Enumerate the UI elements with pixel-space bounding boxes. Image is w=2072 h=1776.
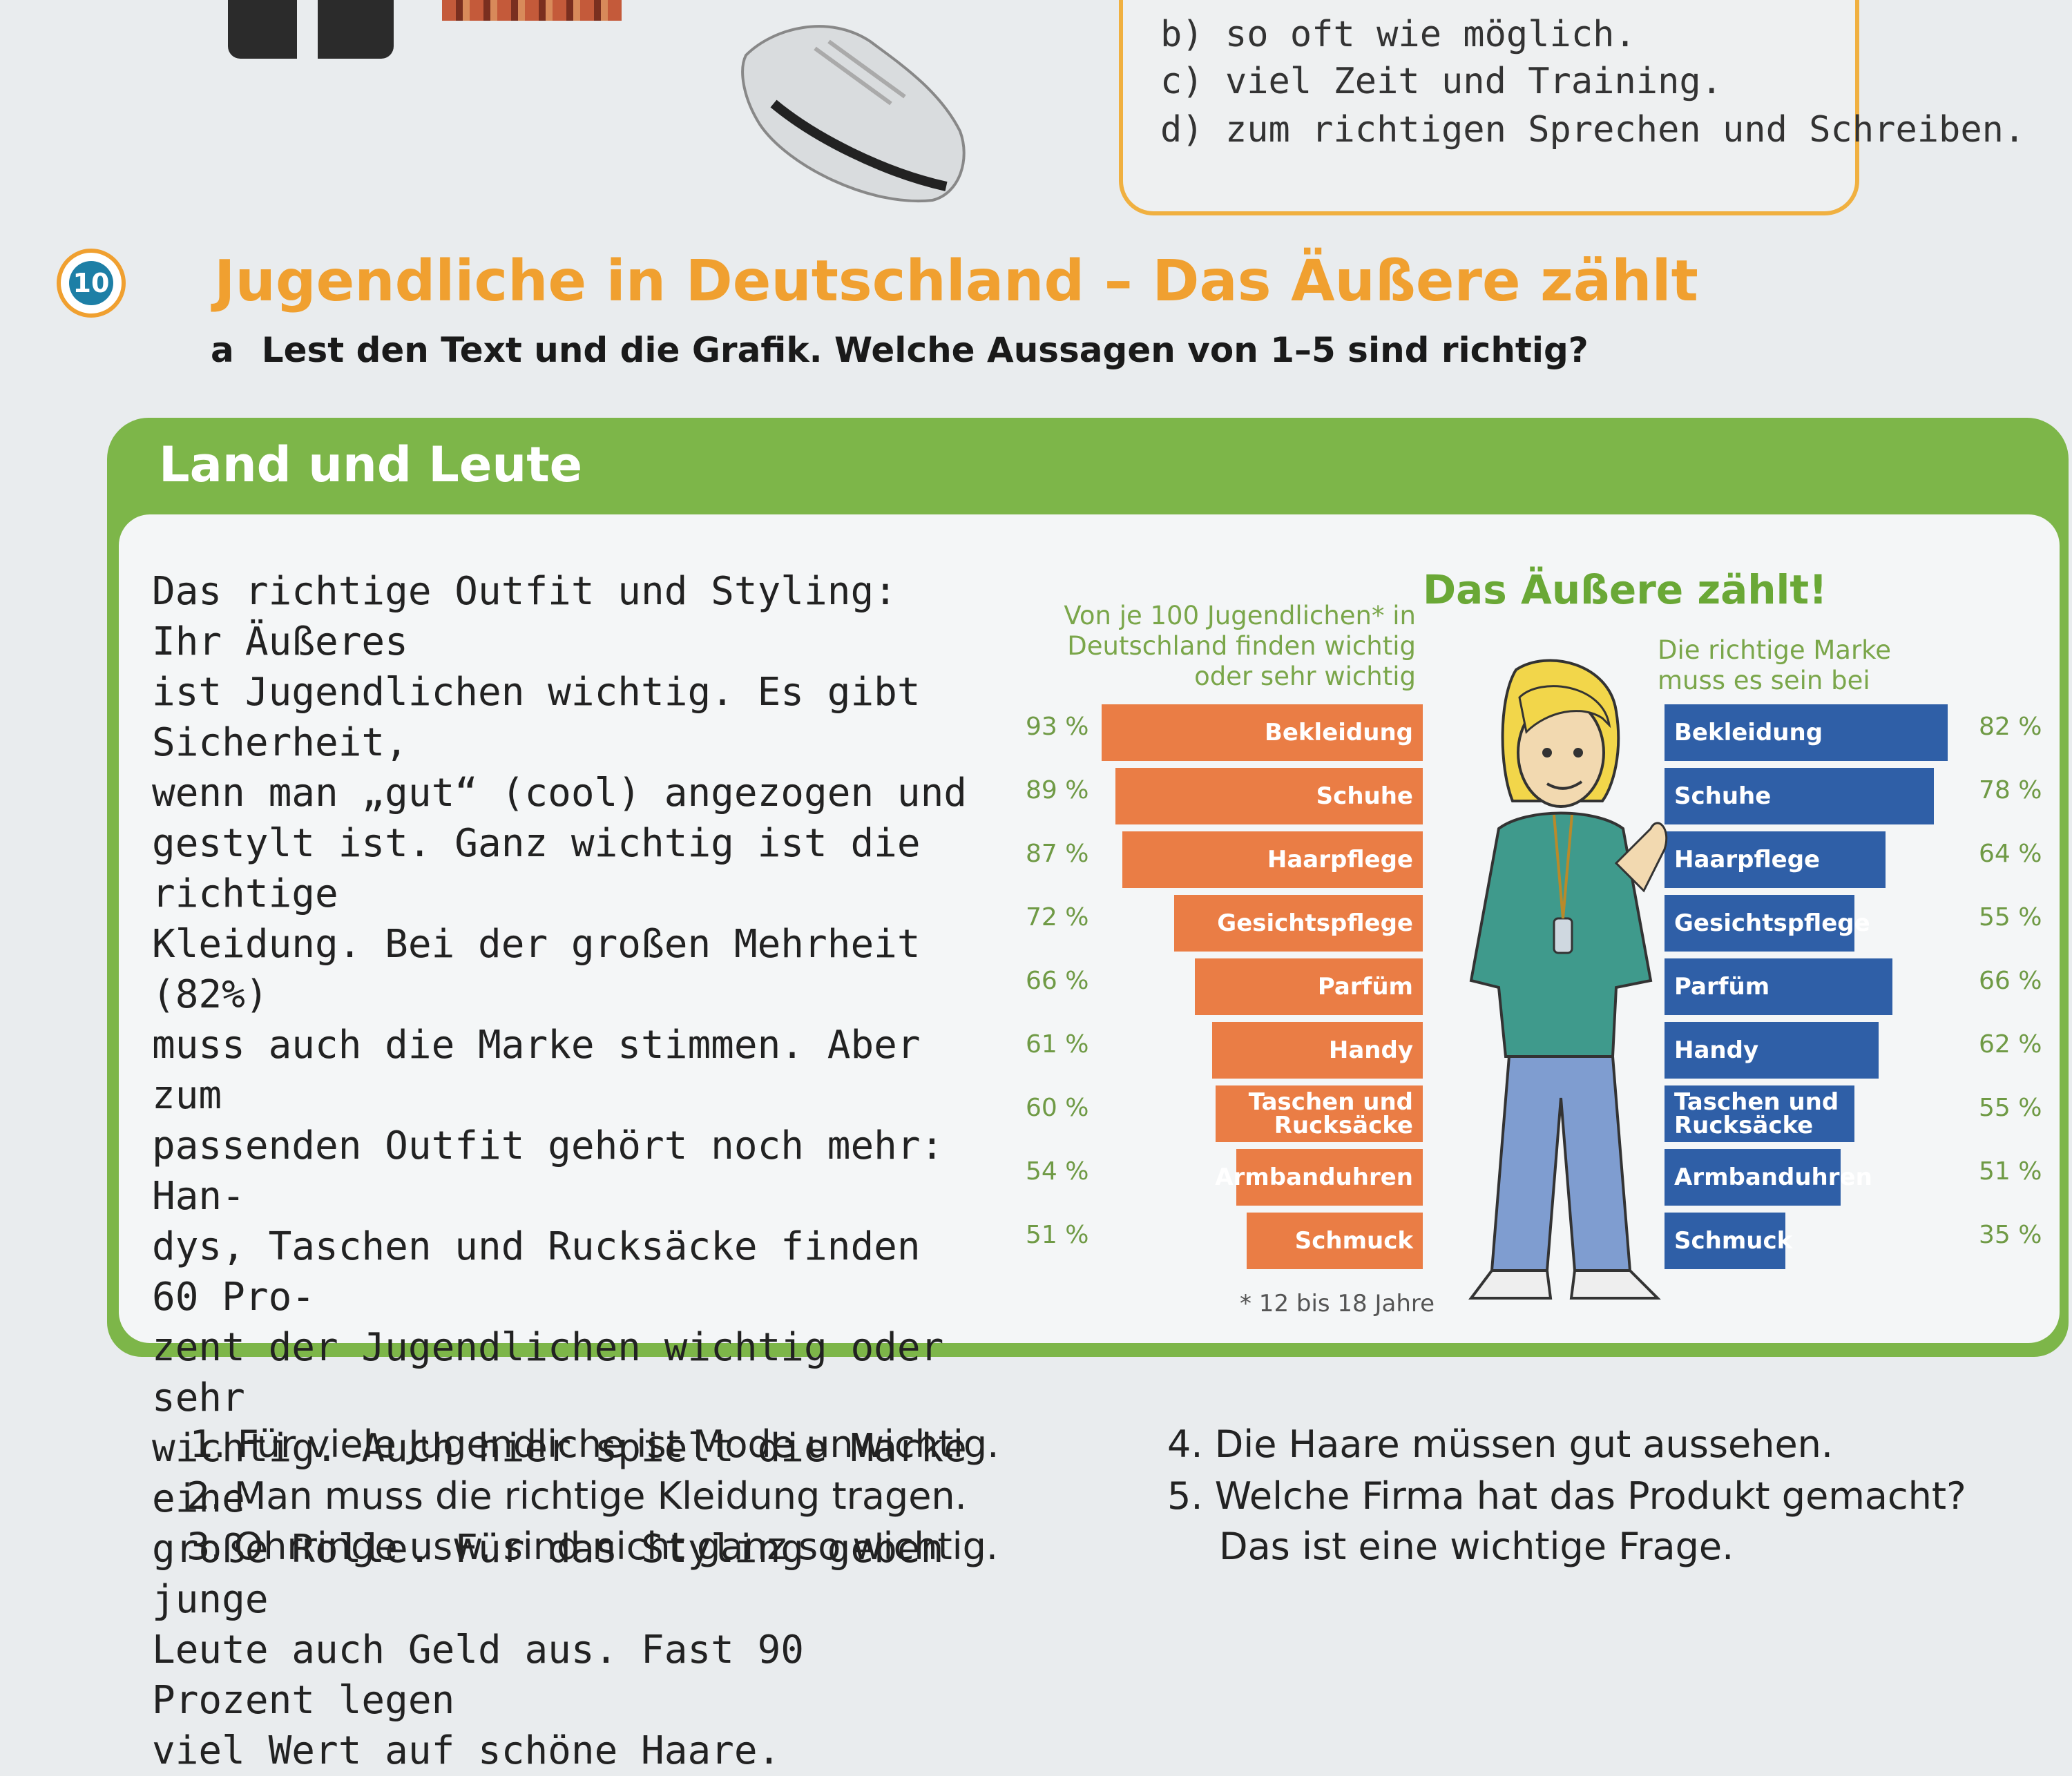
quiz-option-d: d) zum richtigen Sprechen und Schreiben. — [1160, 109, 2026, 151]
question-5-continued: Das ist eine wichtige Frage. — [1219, 1525, 1734, 1568]
exercise-number: 10 — [69, 261, 113, 305]
text-line: wenn man „gut“ (cool) angezogen und — [152, 771, 968, 815]
chart-title: Das Äußere zählt! — [1423, 566, 1828, 613]
text-line: passenden Outfit gehört noch mehr: Han- — [152, 1123, 944, 1219]
text-line: gestylt ist. Ganz wichtig ist die richti… — [152, 821, 921, 916]
text-line: zent der Jugendlichen wichtig oder sehr — [152, 1325, 944, 1420]
exercise-number-badge: 10 — [57, 249, 126, 318]
quiz-option-b: b) so oft wie möglich. — [1160, 14, 1636, 55]
text-line: Leute auch Geld aus. Fast 90 Prozent leg… — [152, 1628, 805, 1723]
exercise-title: Jugendliche in Deutschland – Das Äußere … — [214, 249, 1698, 314]
text-line: dys, Taschen und Rucksäcke finden 60 Pro… — [152, 1224, 921, 1320]
text-line: Das richtige Outfit und Styling: Ihr Äuß… — [152, 569, 897, 664]
question-3: 3. Ohrringe usw. sind nicht ganz so wich… — [186, 1525, 999, 1568]
plaid-skirt-image — [442, 0, 622, 21]
chart-series-left-label: Von je 100 Jugendlichen* in Deutschland … — [1064, 601, 1416, 691]
panel-title: Land und Leute — [159, 436, 583, 493]
question-1: 1. Für viele Jugendliche ist Mode unwich… — [190, 1422, 999, 1466]
text-line: wichtig. Auch hier spielt die Marke eine — [152, 1426, 968, 1521]
task-letter: a — [211, 330, 234, 370]
instruction-text: Lest den Text und die Grafik. Welche Aus… — [261, 330, 1589, 370]
text-line: Kleidung. Bei der großen Mehrheit (82%) — [152, 922, 921, 1017]
article-text: Das richtige Outfit und Styling: Ihr Äuß… — [152, 566, 981, 1776]
question-5: 5. Welche Firma hat das Produkt gemacht? — [1167, 1474, 1966, 1518]
text-line: muss auch die Marke stimmen. Aber zum — [152, 1023, 921, 1118]
question-4: 4. Die Haare müssen gut aussehen. — [1167, 1422, 1834, 1466]
exercise-instruction: a Lest den Text und die Grafik. Welche Au… — [211, 330, 1589, 370]
text-line: ist Jugendlichen wichtig. Es gibt Sicher… — [152, 670, 921, 765]
question-2: 2. Man muss die richtige Kleidung tragen… — [186, 1474, 967, 1518]
sneaker-image — [741, 25, 966, 203]
quiz-option-c: c) viel Zeit und Training. — [1160, 61, 1723, 102]
chart-footnote: * 12 bis 18 Jahre — [1240, 1290, 1435, 1317]
pants-gap — [297, 0, 318, 59]
quiz-box — [1119, 0, 1859, 215]
teenager-illustration — [1468, 659, 1668, 1300]
text-line: viel Wert auf schöne Haare. — [152, 1728, 781, 1773]
chart-series-right-label: Die richtige Marke muss es sein bei — [1658, 635, 1892, 695]
